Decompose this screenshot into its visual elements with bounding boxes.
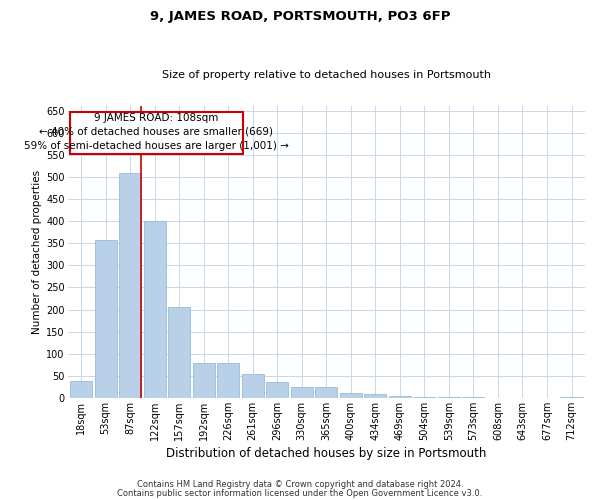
FancyBboxPatch shape	[70, 112, 243, 154]
Bar	[242, 374, 264, 398]
Bar	[95, 240, 116, 398]
Bar	[560, 397, 583, 398]
Bar	[364, 394, 386, 398]
Bar	[389, 396, 411, 398]
Bar	[193, 362, 215, 398]
Bar	[168, 308, 190, 398]
Y-axis label: Number of detached properties: Number of detached properties	[32, 170, 42, 334]
Bar	[70, 381, 92, 398]
Bar	[266, 382, 288, 398]
Text: 59% of semi-detached houses are larger (1,001) →: 59% of semi-detached houses are larger (…	[24, 141, 289, 151]
Title: Size of property relative to detached houses in Portsmouth: Size of property relative to detached ho…	[162, 70, 491, 81]
Bar	[315, 387, 337, 398]
Bar	[119, 174, 141, 398]
Bar	[340, 394, 362, 398]
Text: Contains HM Land Registry data © Crown copyright and database right 2024.: Contains HM Land Registry data © Crown c…	[137, 480, 463, 489]
Bar	[291, 387, 313, 398]
Text: Contains public sector information licensed under the Open Government Licence v3: Contains public sector information licen…	[118, 489, 482, 498]
X-axis label: Distribution of detached houses by size in Portsmouth: Distribution of detached houses by size …	[166, 447, 487, 460]
Text: 9 JAMES ROAD: 108sqm: 9 JAMES ROAD: 108sqm	[94, 113, 218, 123]
Bar	[413, 397, 436, 398]
Bar	[143, 221, 166, 398]
Text: 9, JAMES ROAD, PORTSMOUTH, PO3 6FP: 9, JAMES ROAD, PORTSMOUTH, PO3 6FP	[150, 10, 450, 23]
Bar	[217, 362, 239, 398]
Text: ← 40% of detached houses are smaller (669): ← 40% of detached houses are smaller (66…	[40, 126, 274, 136]
